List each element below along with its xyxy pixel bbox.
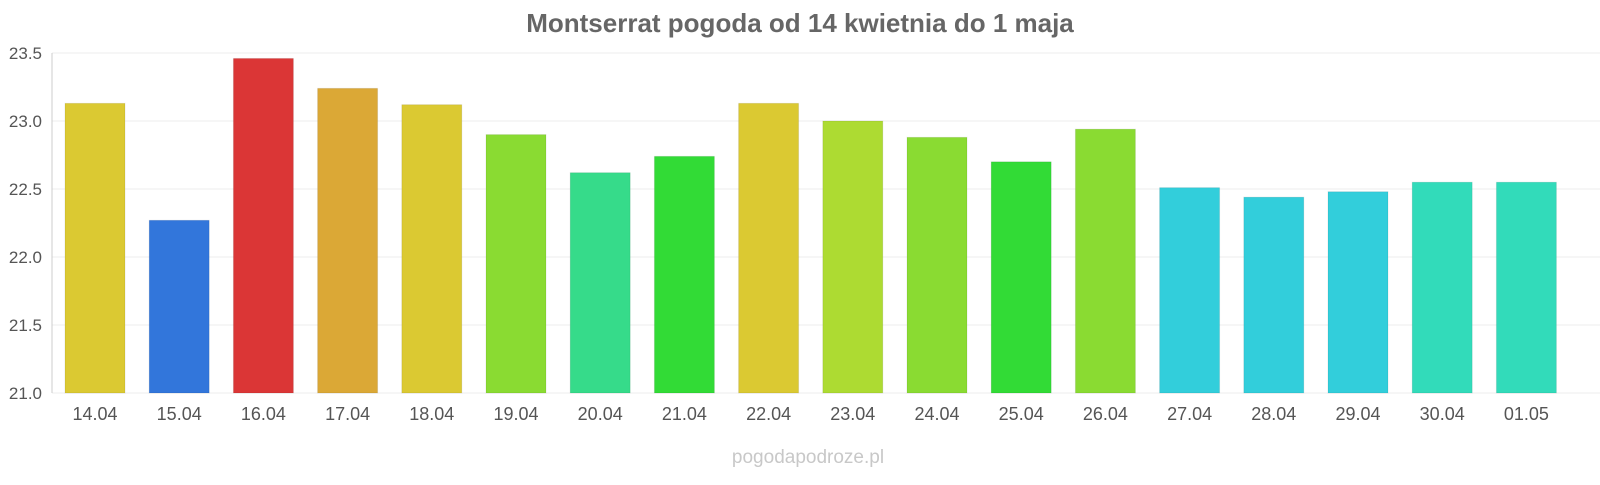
- bar-16.04[interactable]: [232, 57, 294, 394]
- bars: [64, 57, 1557, 394]
- x-tick-label: 17.04: [325, 404, 370, 424]
- bar-15.04[interactable]: [148, 219, 210, 394]
- chart-title: Montserrat pogoda od 14 kwietnia do 1 ma…: [526, 8, 1074, 38]
- x-tick-label: 22.04: [746, 404, 791, 424]
- x-tick-label: 24.04: [914, 404, 959, 424]
- bar-24.04[interactable]: [906, 136, 968, 394]
- bar-21.04[interactable]: [653, 155, 715, 394]
- x-tick-label: 26.04: [1083, 404, 1128, 424]
- x-tick-label: 30.04: [1420, 404, 1465, 424]
- y-tick-label: 22.0: [9, 248, 42, 267]
- x-tick-label: 27.04: [1167, 404, 1212, 424]
- x-tick-label: 21.04: [662, 404, 707, 424]
- x-tick-label: 18.04: [409, 404, 454, 424]
- bar-23.04[interactable]: [822, 120, 884, 394]
- x-tick-label: 29.04: [1335, 404, 1380, 424]
- y-tick-label: 21.0: [9, 384, 42, 403]
- x-tick-label: 23.04: [830, 404, 875, 424]
- x-tick-label: 14.04: [72, 404, 117, 424]
- bar-29.04[interactable]: [1327, 191, 1389, 394]
- bar-18.04[interactable]: [401, 104, 463, 394]
- x-tick-label: 16.04: [241, 404, 286, 424]
- bar-25.04[interactable]: [990, 161, 1052, 394]
- x-tick-label: 28.04: [1251, 404, 1296, 424]
- bar-28.04[interactable]: [1243, 196, 1305, 394]
- bar-22.04[interactable]: [738, 102, 800, 394]
- x-tick-label: 25.04: [999, 404, 1044, 424]
- y-tick-label: 22.5: [9, 180, 42, 199]
- x-axis-ticks: 14.04 15.04 16.04 17.04 18.04 19.04 20.04 21.04…: [72, 404, 1548, 424]
- y-tick-label: 21.5: [9, 316, 42, 335]
- watermark-text: pogodapodroze.pl: [732, 447, 884, 468]
- bar-27.04[interactable]: [1159, 187, 1221, 394]
- y-axis-ticks: 21.0 21.5 22.0 22.5 23.0 23.5: [9, 44, 42, 403]
- x-tick-label: 19.04: [493, 404, 538, 424]
- bar-30.04[interactable]: [1411, 181, 1473, 394]
- bar-01.05[interactable]: [1495, 181, 1557, 394]
- x-tick-label: 01.05: [1504, 404, 1549, 424]
- x-tick-label: 15.04: [157, 404, 202, 424]
- bar-19.04[interactable]: [485, 134, 547, 394]
- bar-17.04[interactable]: [317, 87, 379, 394]
- bar-20.04[interactable]: [569, 172, 631, 394]
- bar-14.04[interactable]: [64, 102, 126, 394]
- x-tick-label: 20.04: [578, 404, 623, 424]
- y-tick-label: 23.5: [9, 44, 42, 63]
- bar-26.04[interactable]: [1074, 128, 1136, 394]
- y-tick-label: 23.0: [9, 112, 42, 131]
